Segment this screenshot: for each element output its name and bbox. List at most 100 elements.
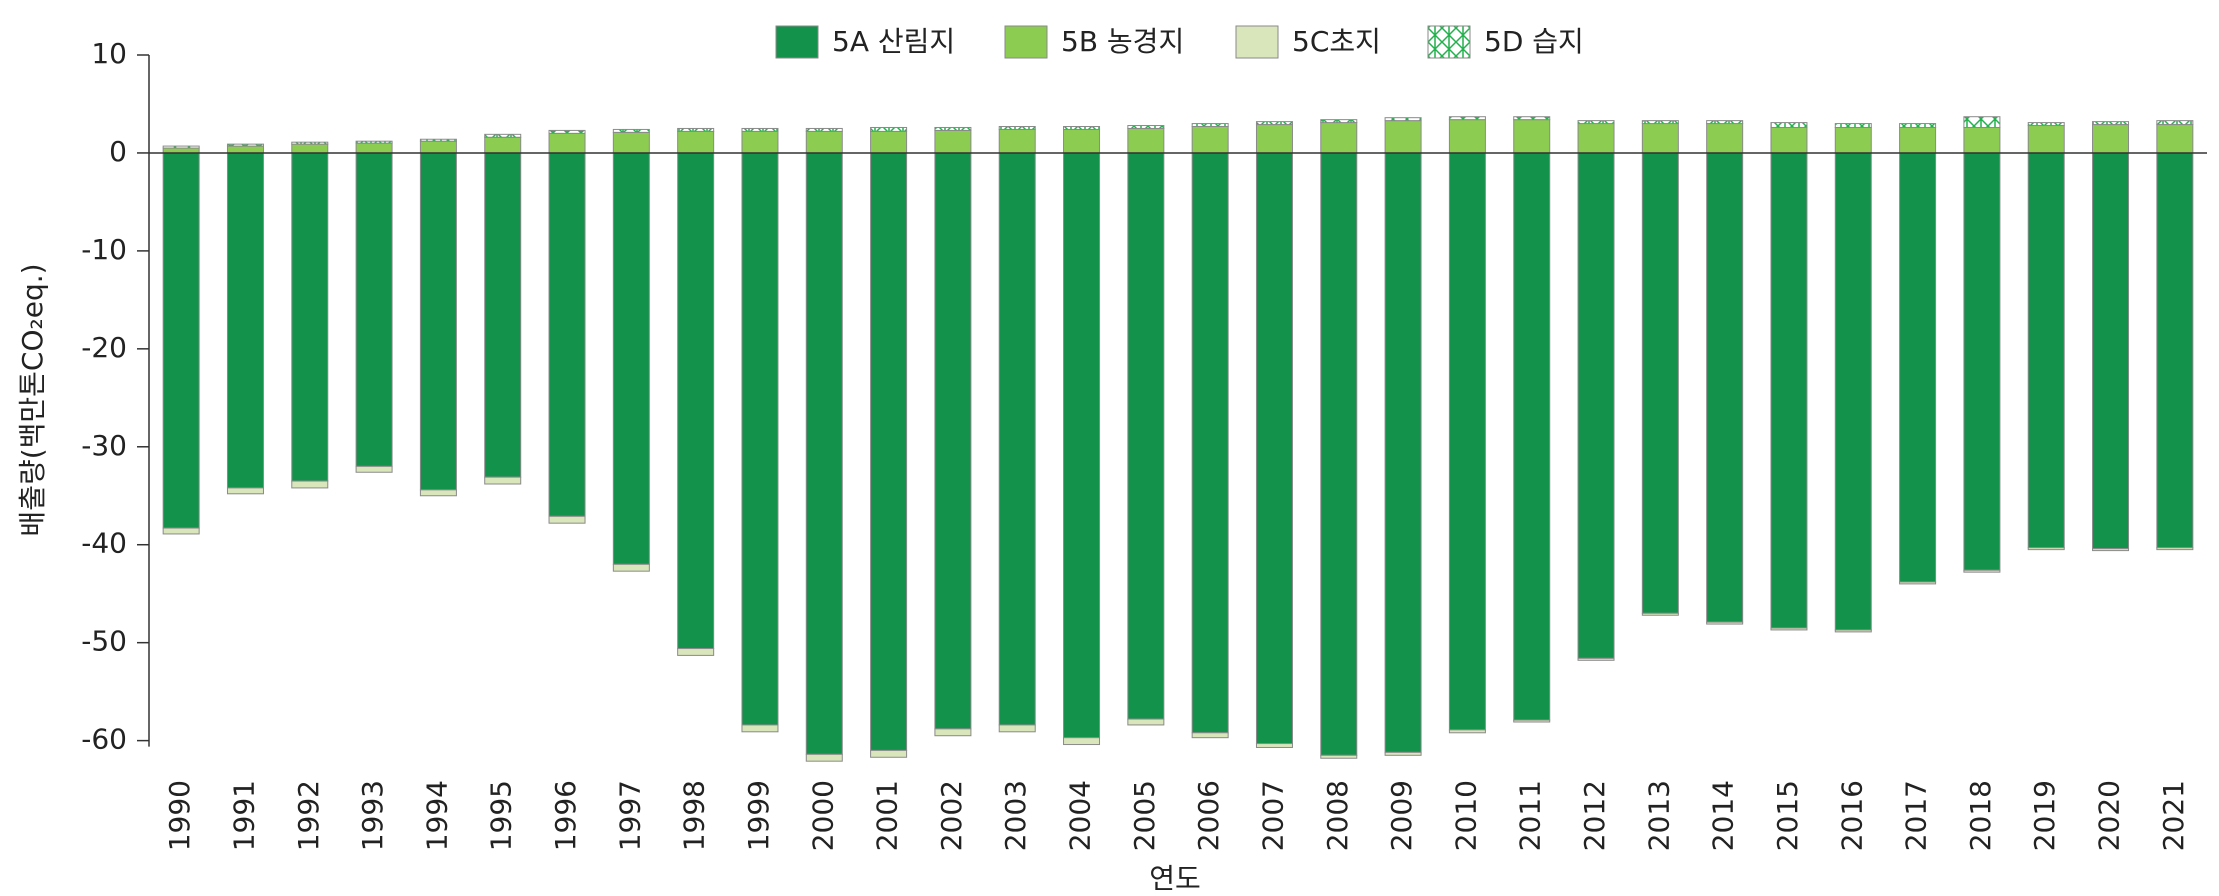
bar-segment	[2156, 120, 2194, 126]
bar-segment	[355, 465, 393, 473]
bar-segment	[1899, 123, 1937, 128]
bar-segment	[677, 648, 715, 656]
bar-segment	[1834, 152, 1872, 631]
x-tick-label: 2007	[1256, 780, 1289, 851]
bar-segment	[870, 749, 908, 758]
bar-segment	[1127, 152, 1165, 720]
y-tick-label: -30	[81, 429, 127, 462]
bar-segment	[291, 141, 329, 145]
bar-segment	[2092, 121, 2130, 126]
bar-segment	[805, 753, 843, 762]
bar-segment	[162, 527, 200, 535]
bar-segment	[1191, 123, 1229, 128]
bar-segment	[291, 480, 329, 489]
bar-segment	[1834, 123, 1872, 128]
bar-segment	[355, 152, 393, 467]
bar-segment	[1191, 126, 1229, 154]
x-tick-label: 2016	[1835, 780, 1868, 851]
bar-segment	[1963, 116, 2001, 128]
bar-segment	[226, 152, 264, 489]
bar-segment	[870, 152, 908, 751]
bar-segment	[1577, 120, 1615, 125]
bar-segment	[1899, 126, 1937, 154]
y-axis-label: 배출량(백만톤CO₂eq.)	[16, 263, 49, 536]
x-tick-label: 1999	[742, 780, 775, 851]
x-tick-label: 2019	[2028, 780, 2061, 851]
y-tick-label: -40	[81, 527, 127, 560]
x-tick-label: 1990	[163, 780, 196, 851]
bar-segment	[2156, 547, 2194, 551]
bar-segment	[934, 728, 972, 737]
bar-segment	[805, 127, 843, 132]
bar-segment	[1063, 128, 1101, 154]
bar-segment	[1834, 126, 1872, 154]
bar-segment	[1706, 120, 1744, 125]
bar-segment	[998, 126, 1036, 130]
bar-segment	[1255, 121, 1293, 126]
bar-segment	[741, 127, 779, 132]
bar-segment	[226, 143, 264, 147]
bar-segment	[1191, 732, 1229, 739]
x-tick-label: 2005	[1128, 780, 1161, 851]
x-tick-label: 1995	[485, 780, 518, 851]
y-tick-label: -10	[81, 233, 127, 266]
y-tick-label: -60	[81, 723, 127, 756]
bar-segment	[677, 127, 715, 132]
bar-segment	[1255, 124, 1293, 154]
legend-label: 5D 습지	[1484, 25, 1584, 58]
bar-segment	[2027, 125, 2065, 154]
bar-segment	[1577, 123, 1615, 154]
bar-segment	[162, 145, 200, 149]
legend-swatch	[1004, 25, 1048, 59]
bar-segment	[548, 129, 586, 134]
y-tick-label: 0	[109, 135, 127, 168]
x-tick-label: 2001	[871, 780, 904, 851]
y-tick-label: -50	[81, 625, 127, 658]
bar-segment	[226, 487, 264, 495]
legend-swatch	[1427, 25, 1471, 59]
x-tick-label: 1997	[613, 780, 646, 851]
x-tick-label: 2003	[999, 780, 1032, 851]
bar-segment	[2027, 152, 2065, 549]
bar-segment	[741, 152, 779, 726]
bar-segment	[1963, 569, 2001, 573]
x-tick-label: 2006	[1192, 780, 1225, 851]
bar-segment	[1641, 120, 1679, 125]
legend-label: 5C초지	[1292, 25, 1381, 58]
x-tick-label: 1996	[549, 780, 582, 851]
bar-segment	[998, 724, 1036, 733]
bar-segment	[998, 152, 1036, 726]
bar-segment	[1255, 743, 1293, 748]
x-tick-label: 2021	[2157, 780, 2190, 851]
bar-segment	[1513, 719, 1551, 723]
bar-segment	[1063, 126, 1101, 130]
x-tick-label: 2002	[935, 780, 968, 851]
y-tick-label: 10	[91, 37, 127, 70]
bar-segment	[291, 152, 329, 482]
bar-segment	[805, 130, 843, 154]
bar-segment	[1770, 126, 1808, 154]
x-tick-label: 2020	[2093, 780, 2126, 851]
bar-segment	[548, 152, 586, 517]
bar-segment	[2156, 124, 2194, 154]
bar-segment	[612, 128, 650, 133]
bar-segment	[1384, 120, 1422, 154]
bar-segment	[1577, 657, 1615, 661]
bar-segment	[548, 515, 586, 524]
x-tick-label: 2008	[1321, 780, 1354, 851]
bar-segment	[2092, 548, 2130, 552]
bar-segment	[291, 143, 329, 154]
bar-segment	[934, 129, 972, 154]
bar-segment	[1963, 152, 2001, 571]
bar-segment	[2027, 547, 2065, 551]
x-tick-label: 2009	[1385, 780, 1418, 851]
bar-segment	[419, 152, 457, 491]
bar-segment	[484, 136, 522, 154]
legend: 5A 산림지 5B 농경지 5C초지 5D 습지	[775, 25, 1584, 59]
x-tick-label: 1993	[356, 780, 389, 851]
bar-segment	[1384, 152, 1422, 753]
bar-segment	[1577, 152, 1615, 659]
bar-segment	[1899, 581, 1937, 585]
